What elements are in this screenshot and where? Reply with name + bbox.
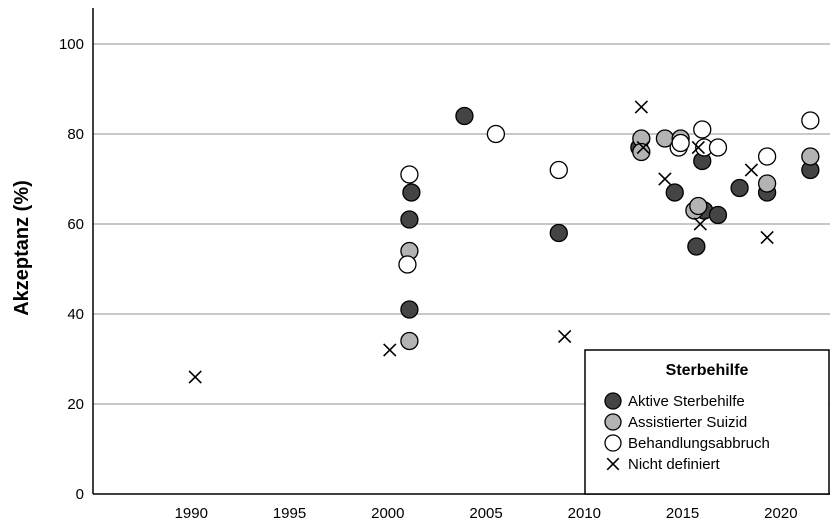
x-tick-label: 1990 [175,505,208,522]
tick-labels: 0 20 40 60 80 100 1990 1995 2000 2005 2010 2015 2020 [59,36,798,522]
x-tick-label: 2020 [764,505,797,522]
data-point-x [634,100,649,114]
data-point [757,174,777,193]
legend-marker [604,392,622,410]
data-point [708,205,728,225]
data-point [455,106,474,126]
data-point-x [691,140,706,155]
data-point [400,300,419,319]
data-point [486,124,506,144]
data-point [400,210,419,229]
data-point-x [693,217,707,231]
legend-label: Behandlungsabbruch [628,435,770,452]
data-point [671,133,690,153]
y-axis-title: Akzeptanz (%) [11,180,33,316]
data-point [665,183,684,202]
y-tick-label: 0 [76,486,84,503]
legend-label: Nicht definiert [628,456,721,473]
legend-marker [604,413,622,431]
legend-marker [606,457,620,471]
y-tick-label: 80 [67,126,84,143]
x-tick-label: 2010 [568,505,601,522]
legend: Sterbehilfe Aktive Sterbehilfe Assistiert… [584,349,830,495]
legend-title: Sterbehilfe [666,362,749,379]
data-point-x [557,329,572,344]
data-point [632,142,651,162]
data-point-x [188,370,202,384]
data-point [549,160,568,180]
data-point [400,165,419,184]
data-points [188,100,820,384]
x-tick-label: 1995 [273,505,306,522]
data-point [730,178,749,198]
legend-marker [604,434,622,452]
data-point [708,138,728,157]
x-tick-label: 2000 [371,505,404,522]
data-point-x [383,343,397,357]
data-point-x [744,163,759,177]
data-point [402,183,421,202]
data-point [398,255,417,274]
y-tick-label: 20 [67,396,84,413]
data-point [689,196,708,216]
data-point [801,111,820,130]
data-point-x [636,140,650,155]
legend-label: Assistierter Suizid [628,414,747,431]
data-point [549,223,568,243]
data-point [687,237,706,256]
data-point [801,147,820,166]
legend-label: Aktive Sterbehilfe [628,393,745,410]
legend-items: Aktive Sterbehilfe Assistierter Suizid Beh… [604,392,770,473]
x-tick-label: 2005 [469,505,502,522]
y-tick-label: 40 [67,306,84,323]
data-point-x [760,230,774,245]
data-point [757,147,777,166]
y-tick-label: 100 [59,36,84,53]
data-point [400,331,419,351]
y-tick-label: 60 [67,216,84,233]
x-tick-label: 2015 [666,505,699,522]
data-point-x [658,172,672,186]
data-point [693,120,712,139]
legend-box [584,349,830,495]
